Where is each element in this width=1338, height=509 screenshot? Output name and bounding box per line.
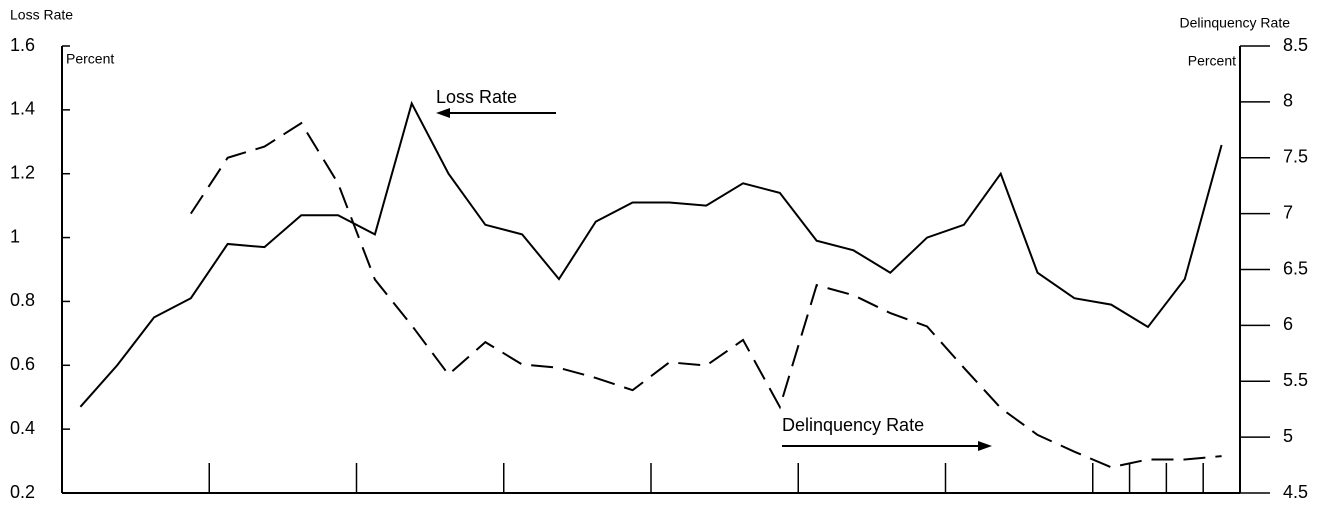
y-tick-label: 1	[10, 226, 20, 246]
y2-tick-label: 6	[1283, 314, 1293, 334]
y2-tick-label: 5	[1283, 426, 1293, 446]
y2-tick-label: 5.5	[1283, 370, 1308, 390]
y2-tick-label: 7	[1283, 202, 1293, 222]
y-unit: Percent	[66, 51, 114, 67]
y-tick-label: 0.8	[10, 290, 35, 310]
y2-tick-label: 6.5	[1283, 258, 1308, 278]
y-axis-title: Loss Rate	[10, 7, 73, 23]
y-tick-label: 0.4	[10, 418, 35, 438]
y-tick-label: 1.2	[10, 162, 35, 182]
y-tick-label: 1.4	[10, 99, 35, 119]
y2-tick-label: 8	[1283, 91, 1293, 111]
y-tick-label: 1.6	[10, 35, 35, 55]
y2-tick-label: 4.5	[1283, 482, 1308, 502]
arrow-head	[436, 108, 450, 118]
series-line	[190, 121, 1222, 469]
series-line	[79, 100, 1223, 408]
y2-tick-label: 7.5	[1283, 147, 1308, 167]
y2-tick-label: 8.5	[1283, 35, 1308, 55]
y-tick-label: 0.2	[10, 482, 35, 502]
y2-unit: Percent	[1188, 53, 1236, 69]
annotation: Loss Rate	[436, 87, 517, 107]
arrow-head	[978, 441, 992, 451]
y2-axis-title: Delinquency Rate	[1179, 15, 1290, 31]
y-tick-label: 0.6	[10, 354, 35, 374]
annotation: Delinquency Rate	[782, 415, 924, 435]
